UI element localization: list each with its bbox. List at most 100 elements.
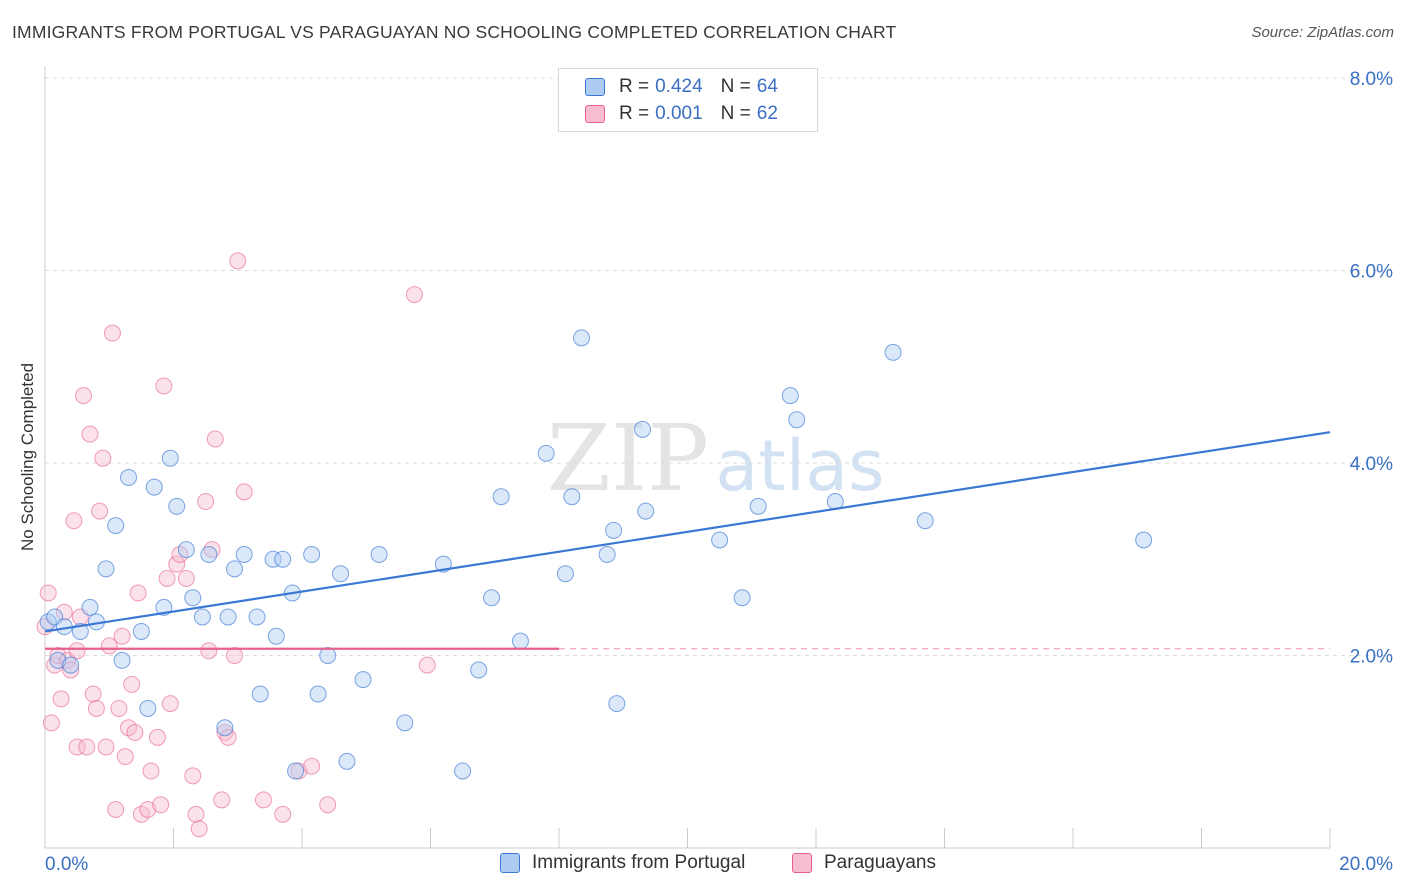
paraguayans-point (229, 252, 247, 270)
legend-r-value: 0.001 (655, 103, 703, 124)
paraguayans-point (405, 286, 423, 304)
portugal-point (354, 671, 372, 689)
portugal-point (235, 545, 253, 563)
paraguayans-point (187, 805, 205, 823)
chart-title: IMMIGRANTS FROM PORTUGAL VS PARAGUAYAN N… (12, 22, 897, 42)
series-legend-portugal: Immigrants from Portugal (500, 852, 745, 874)
paraguayans-point (68, 738, 86, 756)
portugal-point (200, 545, 218, 563)
y-tick-label: 2.0% (1350, 647, 1393, 668)
portugal-point (267, 627, 285, 645)
paraguayans-point (110, 699, 128, 717)
series-name-paraguayans: Paraguayans (824, 852, 936, 873)
y-tick-label: 4.0% (1350, 454, 1393, 475)
paraguayans-point (52, 690, 70, 708)
portugal-point (572, 329, 590, 347)
paraguayans-point (129, 584, 147, 602)
legend-swatch-pink (585, 105, 605, 123)
series-legend: Immigrants from Portugal Paraguayans (0, 852, 1406, 878)
paraguayans-point (206, 430, 224, 448)
portugal-point (338, 752, 356, 770)
paraguayans-point (177, 570, 195, 587)
portugal-point (537, 444, 555, 462)
paraguayans-point (274, 805, 292, 823)
portugal-point (781, 387, 799, 405)
paraguayans-point (226, 647, 244, 664)
x-tick-label: 20.0% (1339, 854, 1393, 875)
portugal-point (49, 651, 67, 669)
portugal-point (219, 608, 237, 626)
portugal-point (733, 589, 751, 607)
paraguayans-point (68, 642, 86, 660)
legend-n-value: 64 (756, 76, 778, 97)
y-tick-label: 8.0% (1350, 69, 1393, 90)
portugal-point (492, 488, 510, 506)
portugal-point (216, 719, 234, 737)
y-tick-label: 6.0% (1350, 262, 1393, 283)
portugal-point (884, 343, 902, 361)
portugal-point (1135, 531, 1153, 549)
paraguayans-point (203, 541, 221, 559)
portugal-point (608, 695, 626, 713)
watermark-zip: ZIP (547, 405, 709, 512)
paraguayans-point (62, 661, 80, 679)
portugal-points (39, 329, 1153, 780)
watermark-atlas: atlas (715, 425, 884, 507)
paraguayans-point (94, 449, 112, 467)
paraguayans-point (319, 796, 337, 814)
portugal-point (113, 651, 131, 669)
portugal-point (454, 762, 472, 780)
legend-n-label: N = (720, 76, 751, 97)
portugal-point (370, 545, 388, 563)
portugal-point (637, 502, 655, 520)
paraguayans-point (113, 627, 131, 645)
series-swatch-blue (500, 853, 520, 873)
paraguayans-point (84, 685, 102, 703)
paraguayans-points (36, 252, 436, 838)
portugal-point (511, 632, 529, 650)
portugal-point (711, 531, 729, 549)
paraguayans-point (126, 724, 144, 741)
paraguayans-point (158, 570, 176, 587)
paraguayans-point (49, 647, 67, 664)
paraguayans-point (418, 656, 436, 674)
portugal-point (598, 545, 616, 563)
paraguayans-point (148, 728, 166, 746)
paraguayans-point (161, 695, 179, 713)
portugal-point (226, 560, 244, 578)
portugal-point (132, 622, 150, 640)
paraguayans-point (39, 584, 57, 602)
portugal-point (62, 656, 80, 674)
trend-lines (44, 431, 1331, 650)
legend-r-value: 0.424 (655, 76, 703, 97)
legend-n-label: N = (720, 103, 751, 124)
legend-swatch-blue (585, 78, 605, 96)
paraguayans-point (75, 387, 93, 405)
paraguayans-point (152, 796, 170, 814)
portugal-point (309, 685, 327, 703)
paraguayans-point (142, 762, 160, 780)
paraguayans-point (81, 425, 99, 443)
portugal-point (274, 550, 292, 568)
series-name-portugal: Immigrants from Portugal (532, 852, 746, 873)
portugal-point (139, 699, 157, 717)
portugal-point (177, 541, 195, 559)
portugal-point (749, 497, 767, 515)
paraguayans-point (219, 728, 237, 746)
paraguayans-point (254, 791, 272, 809)
legend-r-label: R = (619, 103, 650, 124)
grid-lines (45, 77, 1392, 656)
paraguayans-point (184, 767, 202, 785)
portugal-point (107, 517, 125, 535)
paraguayans-point (168, 555, 186, 573)
portugal-point (563, 488, 581, 506)
paraguayans-point (91, 502, 109, 520)
series-legend-paraguayans: Paraguayans (792, 852, 936, 874)
portugal-point (319, 647, 337, 664)
portugal-point (303, 545, 321, 563)
portugal-point (161, 449, 179, 467)
portugal-trend-line (44, 431, 1331, 633)
legend-row-paraguayans: R = 0.001 N = 62 (585, 102, 778, 126)
paraguayans-point (103, 324, 121, 342)
